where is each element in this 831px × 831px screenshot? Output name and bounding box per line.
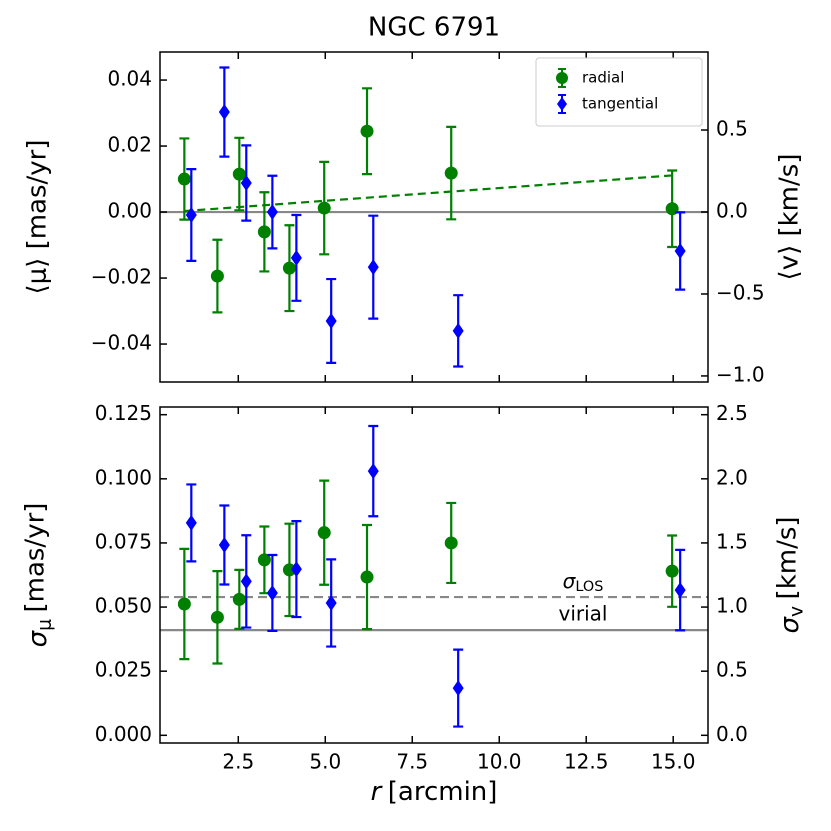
marker <box>290 561 302 578</box>
y-axis-label: ⟨μ⟩ [mas/yr] <box>23 139 53 294</box>
marker <box>240 573 252 590</box>
x-tick-label: 10.0 <box>477 750 522 774</box>
y2-tick-label: 1.5 <box>716 529 748 553</box>
marker <box>218 536 230 553</box>
marker <box>177 597 191 611</box>
y-axis-label: σμ [mas/yr] <box>20 503 55 648</box>
y2-tick-label: 0.5 <box>716 658 748 682</box>
y-tick-label: 0.100 <box>95 465 152 489</box>
marker <box>177 172 191 186</box>
reference-label: σLOS <box>563 569 604 596</box>
x-tick-label: 2.5 <box>222 750 254 774</box>
legend-label: tangential <box>582 95 658 113</box>
y2-tick-label: 2.5 <box>716 401 748 425</box>
label-part: [mas/yr] <box>20 503 50 613</box>
marker <box>360 124 374 138</box>
x-tick-label: 7.5 <box>396 750 428 774</box>
y-tick-label: 0.000 <box>95 722 152 746</box>
marker <box>257 553 271 567</box>
y-tick-label: 0.125 <box>95 401 152 425</box>
plot-frame <box>159 51 709 383</box>
marker <box>266 204 278 221</box>
legend-marker <box>556 72 568 84</box>
marker <box>317 526 331 540</box>
y2-tick-label: 1.0 <box>716 594 748 618</box>
y2-axis-label: ⟨v⟩ [km/s] <box>775 154 805 281</box>
marker <box>218 104 230 121</box>
legend-label: radial <box>582 69 624 87</box>
y2-tick-label: 0.0 <box>716 722 748 746</box>
label-part: r <box>371 777 384 807</box>
label-part: σ <box>775 616 805 634</box>
marker <box>444 536 458 550</box>
marker <box>266 584 278 601</box>
fit-line <box>184 173 677 213</box>
label-part: [arcmin] <box>388 777 498 807</box>
y-tick-label: 0.025 <box>95 658 152 682</box>
y2-axis-label: σv [km/s] <box>772 516 807 633</box>
y2-tick-label: 0.5 <box>716 117 748 141</box>
x-axis-label: r [arcmin] <box>371 777 498 807</box>
marker <box>185 207 197 224</box>
marker <box>674 582 686 599</box>
label-part: σ <box>23 629 53 647</box>
y-tick-label: 0.00 <box>107 199 152 223</box>
x-tick-label: 12.5 <box>564 750 609 774</box>
y-tick-label: 0.02 <box>107 133 152 157</box>
y-tick-label: −0.04 <box>91 331 152 355</box>
label-part: LOS <box>575 579 603 595</box>
label-part: μ <box>34 619 55 631</box>
marker <box>444 166 458 180</box>
legend-box <box>535 57 703 127</box>
marker <box>674 242 686 259</box>
y2-tick-label: 2.0 <box>716 465 748 489</box>
legend-marker <box>557 97 567 111</box>
marker <box>325 312 337 329</box>
label-part: σ <box>563 569 577 593</box>
y2-tick-label: −0.5 <box>716 280 765 304</box>
y2-tick-label: −1.0 <box>716 362 765 386</box>
marker <box>360 570 374 584</box>
marker <box>325 594 337 611</box>
y-tick-label: 0.050 <box>95 594 152 618</box>
marker <box>282 261 296 275</box>
label-part: v <box>786 606 807 617</box>
marker <box>232 592 246 606</box>
marker <box>240 175 252 192</box>
marker <box>210 269 224 283</box>
plot-frame <box>159 406 709 744</box>
chart-title: NGC 6791 <box>368 13 500 43</box>
x-tick-label: 15.0 <box>651 750 696 774</box>
marker <box>210 610 224 624</box>
reference-label: virial <box>559 602 608 626</box>
x-tick-label: 5.0 <box>309 750 341 774</box>
marker <box>367 463 379 480</box>
marker <box>367 259 379 276</box>
marker <box>232 167 246 181</box>
marker <box>257 225 271 239</box>
marker <box>452 322 464 339</box>
marker <box>290 249 302 266</box>
y2-tick-label: 0.0 <box>716 199 748 223</box>
label-part: [km/s] <box>772 516 802 599</box>
marker <box>452 680 464 697</box>
y-tick-label: −0.02 <box>91 265 152 289</box>
marker <box>665 564 679 578</box>
y-tick-label: 0.075 <box>95 529 152 553</box>
marker <box>185 514 197 531</box>
y-tick-label: 0.04 <box>107 67 152 91</box>
marker <box>317 201 331 215</box>
